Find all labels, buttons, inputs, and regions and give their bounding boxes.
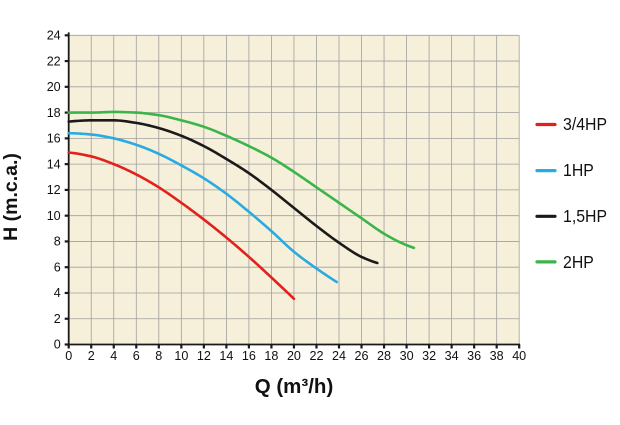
svg-text:8: 8 <box>54 234 61 249</box>
svg-text:18: 18 <box>47 105 61 120</box>
svg-text:34: 34 <box>445 348 459 363</box>
svg-text:H (m.c.a.): H (m.c.a.) <box>0 153 22 241</box>
svg-text:8: 8 <box>155 348 162 363</box>
svg-text:22: 22 <box>309 348 323 363</box>
svg-text:2: 2 <box>54 311 61 326</box>
svg-text:1,5HP: 1,5HP <box>563 206 607 226</box>
svg-text:12: 12 <box>47 182 61 197</box>
svg-text:18: 18 <box>264 348 278 363</box>
svg-text:4: 4 <box>54 285 61 300</box>
svg-text:40: 40 <box>512 348 526 363</box>
svg-text:2: 2 <box>88 348 95 363</box>
svg-text:0: 0 <box>54 337 61 352</box>
svg-text:3/4HP: 3/4HP <box>563 114 607 134</box>
svg-text:14: 14 <box>219 348 233 363</box>
svg-text:20: 20 <box>47 79 61 94</box>
svg-text:Q (m³/h): Q (m³/h) <box>255 375 334 398</box>
svg-text:16: 16 <box>242 348 256 363</box>
svg-text:30: 30 <box>400 348 414 363</box>
svg-text:26: 26 <box>355 348 369 363</box>
svg-text:28: 28 <box>377 348 391 363</box>
svg-text:6: 6 <box>54 259 61 274</box>
svg-text:10: 10 <box>47 208 61 223</box>
svg-text:36: 36 <box>467 348 481 363</box>
svg-text:0: 0 <box>65 348 72 363</box>
svg-text:1HP: 1HP <box>563 160 594 180</box>
svg-text:10: 10 <box>174 348 188 363</box>
svg-text:24: 24 <box>332 348 346 363</box>
svg-text:14: 14 <box>47 156 61 171</box>
svg-text:24: 24 <box>47 28 61 43</box>
svg-text:16: 16 <box>47 131 61 146</box>
svg-text:38: 38 <box>490 348 504 363</box>
svg-text:20: 20 <box>287 348 301 363</box>
svg-text:22: 22 <box>47 53 61 68</box>
svg-text:32: 32 <box>422 348 436 363</box>
svg-text:6: 6 <box>133 348 140 363</box>
svg-text:12: 12 <box>197 348 211 363</box>
svg-text:2HP: 2HP <box>563 252 594 272</box>
svg-text:4: 4 <box>110 348 117 363</box>
